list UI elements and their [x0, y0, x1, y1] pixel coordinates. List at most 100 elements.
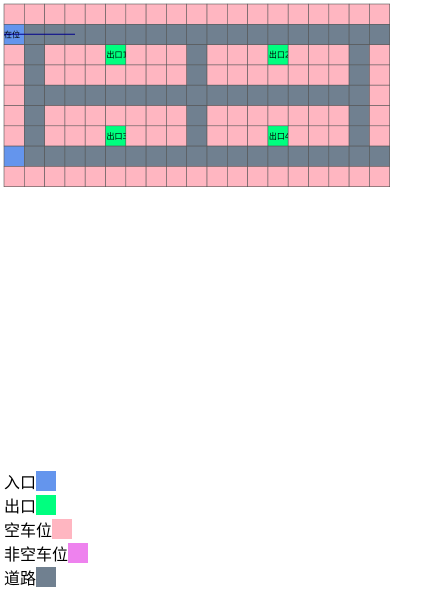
cell — [267, 84, 289, 106]
cell — [145, 105, 167, 127]
cell — [145, 166, 167, 187]
exit-label: 出口3 — [107, 131, 128, 141]
cell — [105, 145, 127, 167]
cell — [84, 84, 106, 106]
legend-swatch — [68, 543, 89, 563]
cell — [328, 145, 350, 167]
exit-label: 出口2 — [269, 50, 290, 60]
cell — [125, 44, 147, 66]
cell — [328, 23, 350, 45]
cell — [145, 125, 167, 147]
cell — [84, 166, 106, 187]
cell — [84, 145, 106, 167]
cell — [3, 125, 25, 147]
cell — [145, 44, 167, 66]
cell — [125, 105, 147, 127]
cell — [247, 84, 269, 106]
cell — [186, 125, 208, 147]
cell — [308, 64, 330, 86]
cell — [247, 64, 269, 86]
cell — [328, 44, 350, 66]
cell — [84, 125, 106, 147]
cell — [84, 3, 106, 25]
cell — [369, 166, 390, 187]
cell — [287, 105, 309, 127]
cell — [166, 3, 187, 25]
cell — [125, 3, 147, 25]
cell — [267, 166, 289, 187]
cell — [206, 166, 228, 187]
legend-swatch — [36, 495, 57, 515]
legend-label: 道路 — [4, 569, 37, 588]
cell — [23, 44, 45, 66]
cell — [44, 125, 66, 147]
cell — [166, 125, 187, 147]
legend-item: 入口 — [4, 469, 88, 493]
cell — [247, 125, 269, 147]
cell — [308, 84, 330, 106]
cell — [247, 3, 269, 25]
cell — [206, 145, 228, 167]
cell — [247, 166, 269, 187]
cell — [186, 64, 208, 86]
cell — [227, 3, 248, 25]
cell — [44, 145, 66, 167]
legend-label: 出口 — [4, 497, 37, 516]
exit-label: 出口4 — [269, 131, 290, 141]
cell — [328, 84, 350, 106]
cell — [287, 84, 309, 106]
cell — [287, 44, 309, 66]
legend-item: 空车位 — [4, 517, 88, 541]
cell — [348, 166, 370, 187]
cell — [3, 64, 25, 86]
cell — [227, 125, 248, 147]
cell — [44, 64, 66, 86]
cell — [3, 44, 25, 66]
cell — [206, 105, 228, 127]
cell — [308, 3, 330, 25]
cell — [125, 23, 147, 45]
cell — [186, 3, 208, 25]
legend-label: 非空车位 — [4, 545, 69, 564]
cell — [166, 64, 187, 86]
cell — [166, 166, 187, 187]
cell — [369, 64, 390, 86]
cell — [166, 145, 187, 167]
cell — [64, 125, 86, 147]
cell — [64, 166, 86, 187]
cell — [348, 23, 370, 45]
cell — [125, 84, 147, 106]
cell — [64, 44, 86, 66]
cell — [125, 125, 147, 147]
cell — [369, 145, 390, 167]
cell — [369, 125, 390, 147]
cell — [267, 105, 289, 127]
cell — [369, 3, 390, 25]
cell — [3, 3, 25, 25]
cell — [287, 145, 309, 167]
cell — [369, 23, 390, 45]
cell — [348, 125, 370, 147]
cell — [64, 64, 86, 86]
cell — [308, 125, 330, 147]
cell — [328, 125, 350, 147]
cell — [105, 84, 127, 106]
cell — [369, 44, 390, 66]
cell — [166, 84, 187, 106]
cell — [328, 3, 350, 25]
cell — [247, 44, 269, 66]
cell — [105, 64, 127, 86]
cell — [348, 145, 370, 167]
cell — [186, 166, 208, 187]
cell — [44, 166, 66, 187]
cell — [23, 105, 45, 127]
cell — [227, 145, 248, 167]
cell — [287, 166, 309, 187]
cell — [227, 64, 248, 86]
cell — [145, 3, 167, 25]
cell — [105, 3, 127, 25]
cell — [145, 64, 167, 86]
cell — [44, 3, 66, 25]
